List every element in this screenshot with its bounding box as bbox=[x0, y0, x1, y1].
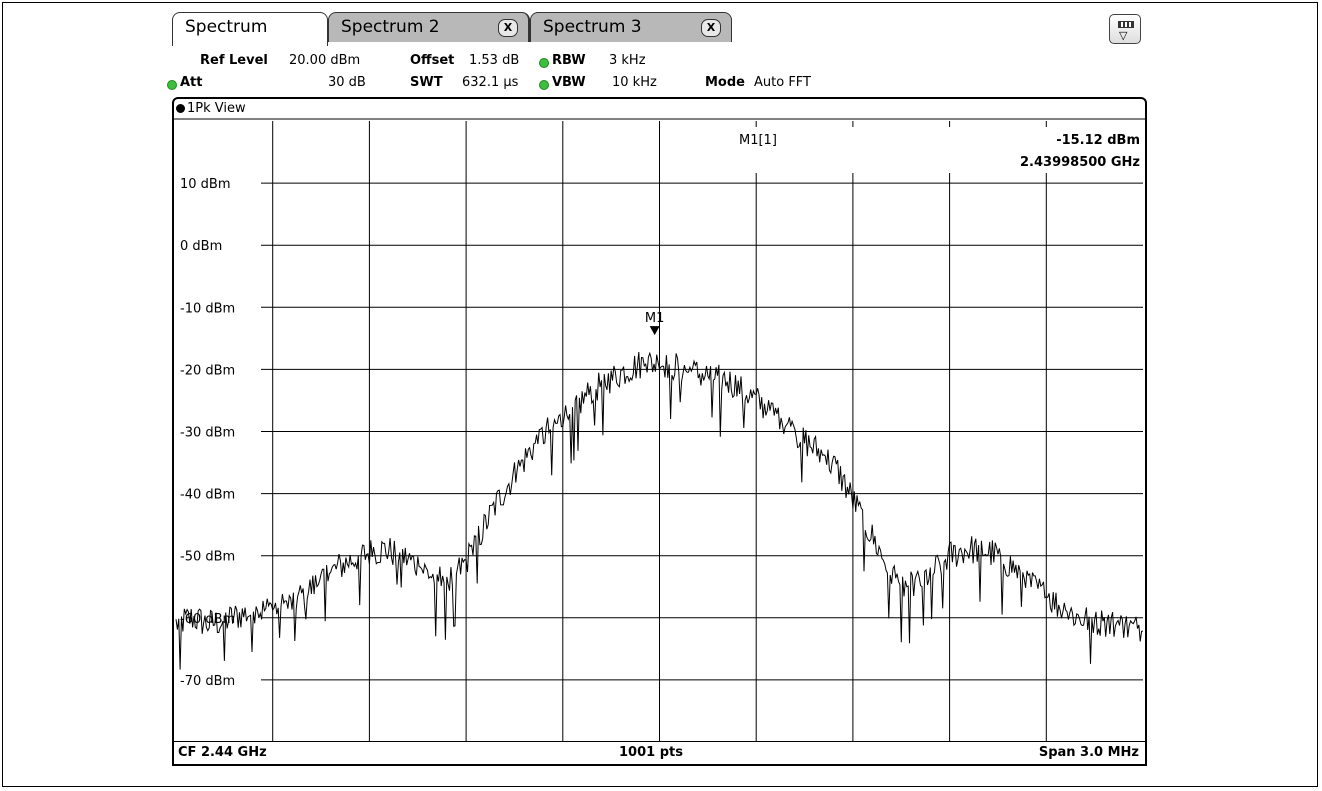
marker-m1[interactable]: M1 bbox=[645, 311, 665, 336]
y-tick-label: 10 dBm bbox=[180, 177, 231, 192]
measurement-settings: Ref Level 20.00 dBm Offset 1.53 dB RBW 3… bbox=[167, 46, 1152, 96]
close-icon[interactable]: X bbox=[701, 19, 721, 37]
y-tick-label: -70 dBm bbox=[180, 674, 235, 689]
rbw-label: RBW bbox=[552, 53, 586, 68]
trace-line bbox=[175, 351, 1144, 670]
mode-label: Mode bbox=[705, 75, 745, 90]
vbw-label: VBW bbox=[552, 75, 586, 90]
ref-level-label: Ref Level bbox=[200, 53, 268, 68]
swt-label: SWT bbox=[410, 75, 443, 90]
marker-info-box bbox=[722, 127, 1143, 173]
y-tick-label: -30 dBm bbox=[180, 426, 235, 441]
marker-title: M1[1] bbox=[739, 133, 777, 148]
att-label: Att bbox=[180, 75, 203, 90]
toolbar-icon bbox=[1118, 21, 1134, 28]
display-menu-button[interactable]: ▽ bbox=[1109, 14, 1141, 44]
span-value: Span 3.0 MHz bbox=[1038, 745, 1139, 760]
att-value: 30 dB bbox=[328, 75, 366, 90]
offset-value: 1.53 dB bbox=[469, 53, 520, 68]
status-footer: CF 2.44 GHz 1001 pts Span 3.0 MHz bbox=[174, 741, 1145, 764]
marker-tag: M1 bbox=[645, 311, 665, 326]
y-tick-label: 0 dBm bbox=[180, 239, 222, 254]
vbw-value: 10 kHz bbox=[612, 75, 657, 90]
view-label-text: 1Pk View bbox=[187, 101, 246, 116]
grid bbox=[261, 121, 1143, 742]
points-count: 1001 pts bbox=[619, 745, 683, 760]
rbw-status-led bbox=[539, 58, 549, 68]
tab-spectrum-3[interactable]: Spectrum 3 X bbox=[530, 12, 732, 42]
spectrum-chart: 10 dBm 0 dBm -10 dBm -20 dBm -30 dBm -40 dBm -… bbox=[174, 118, 1145, 742]
marker-triangle-icon bbox=[649, 326, 660, 336]
marker-info: M1[1] -15.12 dBm 2.43998500 GHz bbox=[722, 127, 1143, 173]
y-tick-label: -40 dBm bbox=[180, 488, 235, 503]
rbw-value: 3 kHz bbox=[609, 53, 646, 68]
tab-spectrum-2[interactable]: Spectrum 2 X bbox=[328, 12, 530, 42]
tab-bar: Spectrum Spectrum 2 X Spectrum 3 X ▽ bbox=[172, 12, 1152, 46]
vbw-status-led bbox=[539, 80, 549, 90]
y-tick-label: -10 dBm bbox=[180, 301, 235, 316]
att-status-led bbox=[167, 80, 177, 90]
y-tick-label: -50 dBm bbox=[180, 550, 235, 565]
tab-spectrum[interactable]: Spectrum bbox=[172, 12, 328, 46]
mode-value: Auto FFT bbox=[754, 75, 811, 90]
ref-level-value: 20.00 dBm bbox=[289, 53, 361, 68]
y-tick-label: -60 dBm bbox=[180, 612, 235, 627]
tab-spectrum-2-label: Spectrum 2 bbox=[341, 17, 440, 37]
close-icon[interactable]: X bbox=[498, 19, 518, 37]
swt-value: 632.1 µs bbox=[462, 75, 519, 90]
trace-view-label: 1Pk View bbox=[176, 101, 246, 116]
y-tick-labels: 10 dBm 0 dBm -10 dBm -20 dBm -30 dBm -40 dBm -… bbox=[180, 177, 235, 689]
offset-label: Offset bbox=[410, 53, 455, 68]
trace-indicator-icon bbox=[176, 104, 185, 113]
spectrum-display[interactable]: 1Pk View 10 dBm 0 dBm -10 dBm -20 dBm -30 dB… bbox=[172, 97, 1147, 766]
triangle-down-icon: ▽ bbox=[1119, 29, 1128, 42]
marker-frequency: 2.43998500 GHz bbox=[1020, 155, 1140, 170]
tab-spectrum-3-label: Spectrum 3 bbox=[543, 17, 642, 37]
y-tick-label: -20 dBm bbox=[180, 363, 235, 378]
tab-spectrum-label: Spectrum bbox=[185, 17, 268, 37]
marker-level: -15.12 dBm bbox=[1056, 133, 1140, 148]
center-frequency: CF 2.44 GHz bbox=[178, 745, 267, 760]
